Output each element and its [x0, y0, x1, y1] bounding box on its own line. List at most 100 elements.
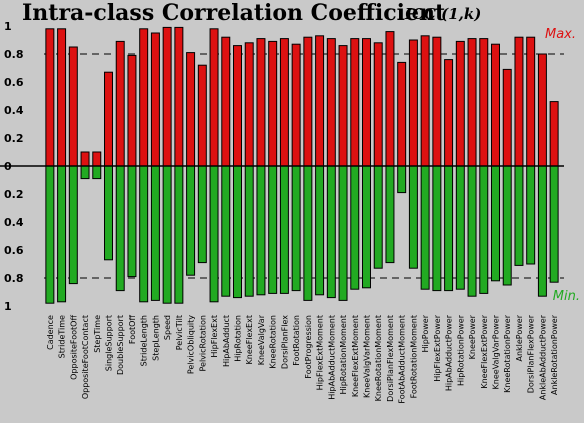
bar-min-25 — [338, 165, 348, 301]
xlabel-5: SingleSupport — [105, 315, 114, 371]
bar-min-0 — [45, 165, 55, 304]
xlabel-43: AnkleRotationPower — [550, 314, 559, 395]
bar-min-3 — [80, 165, 90, 180]
bar-min-8 — [139, 165, 149, 303]
bar-min-12 — [186, 165, 196, 276]
ytick-top-5: 0 — [4, 160, 12, 173]
bar-min-26 — [350, 165, 360, 290]
xlabel-10: Speed — [163, 315, 172, 340]
bar-max-35 — [455, 40, 465, 167]
bar-max-1 — [57, 28, 67, 167]
xlabel-8: StrideLength — [140, 315, 149, 366]
ytick-top-2: 0.6 — [4, 76, 24, 89]
bar-max-43 — [549, 101, 559, 167]
xlabel-29: DorsiPlanFlexMoment — [386, 315, 395, 402]
bar-min-14 — [209, 165, 219, 303]
bar-max-39 — [502, 68, 512, 167]
bar-max-37 — [479, 38, 489, 167]
bar-min-2 — [68, 165, 78, 285]
bar-min-15 — [221, 165, 231, 297]
x-axis-labels: Cadence StrideTime OppositeFootOff Opposite… — [46, 314, 559, 403]
ytick-bottom-4: 1 — [4, 300, 12, 313]
xlabel-24: HipAbAdductMoment — [327, 315, 336, 400]
bar-max-38 — [491, 43, 500, 167]
xlabel-36: KneePower — [468, 314, 477, 359]
bar-max-6 — [115, 40, 125, 167]
xlabel-0: Cadence — [46, 315, 55, 350]
bar-min-37 — [479, 165, 489, 294]
xlabel-4: StepTime — [93, 315, 102, 353]
y-axis-ticks: 1 0.8 0.6 0.4 0.2 0 0.2 0.4 0.6 0.8 1 — [4, 20, 24, 313]
bar-min-36 — [467, 165, 477, 297]
bar-min-11 — [174, 165, 184, 304]
xlabel-14: HipFlexExt — [210, 315, 219, 358]
bar-min-22 — [303, 165, 313, 301]
bar-min-1 — [57, 165, 67, 303]
bar-min-7 — [127, 165, 137, 278]
bar-max-25 — [338, 45, 348, 167]
bar-max-11 — [174, 26, 184, 167]
xlabel-2: OppositeFootOff — [69, 315, 78, 380]
xlabel-28: KneeRotationMoment — [374, 315, 383, 401]
bar-min-17 — [244, 165, 254, 297]
max-series-bars — [45, 26, 559, 167]
bar-min-39 — [502, 165, 512, 286]
bar-max-24 — [326, 38, 336, 167]
bar-min-43 — [549, 165, 559, 283]
xlabel-42: AnkleAbAdductPower — [538, 314, 547, 400]
bar-max-8 — [139, 28, 149, 167]
bar-min-28 — [373, 165, 383, 269]
xlabel-11: PelvicTilt — [175, 315, 184, 350]
xlabel-35: HipRotationPower — [456, 314, 465, 386]
xlabel-13: PelvicRotation — [198, 315, 207, 372]
bar-max-0 — [45, 28, 55, 167]
bar-max-23 — [315, 35, 325, 167]
bar-min-5 — [104, 165, 113, 261]
bar-min-30 — [397, 165, 407, 194]
bar-max-40 — [514, 36, 524, 167]
xlabel-31: FootRotationMoment — [409, 315, 418, 398]
xlabel-21: FootRotation — [292, 315, 301, 366]
bar-min-19 — [268, 165, 278, 294]
bar-min-21 — [291, 165, 301, 292]
reference-lines — [44, 53, 564, 279]
bar-min-4 — [92, 165, 102, 180]
ytick-bottom-0: 0.2 — [4, 188, 24, 201]
xlabel-40: AnklePower — [515, 314, 524, 361]
bar-min-20 — [279, 165, 289, 294]
min-series-bars — [45, 165, 559, 304]
bar-min-18 — [256, 165, 266, 296]
ytick-top-4: 0.2 — [4, 132, 24, 145]
bar-max-12 — [186, 52, 196, 167]
bar-max-4 — [92, 151, 102, 167]
xlabel-38: KneeValgVarPower — [492, 314, 501, 389]
bar-max-36 — [467, 38, 477, 167]
chart-subtitle: ICC (1,k) — [404, 5, 481, 23]
ytick-bottom-1: 0.4 — [4, 216, 24, 229]
legend-max: Max. — [545, 27, 576, 42]
ytick-top-1: 0.8 — [4, 48, 24, 61]
bar-min-23 — [315, 165, 325, 296]
bar-max-20 — [279, 38, 289, 167]
xlabel-15: HipAbAdduct — [222, 315, 231, 367]
ytick-bottom-2: 0.6 — [4, 244, 24, 257]
legend-min: Min. — [553, 289, 580, 304]
xlabel-22: FootProgression — [304, 315, 313, 379]
bar-max-29 — [385, 31, 395, 167]
bar-max-21 — [291, 43, 301, 167]
bar-max-13 — [197, 64, 207, 167]
bar-max-16 — [233, 45, 242, 167]
bar-max-26 — [350, 38, 360, 167]
xlabel-37: KneeFlexExtPower — [480, 314, 489, 388]
bar-max-33 — [432, 36, 442, 167]
bar-min-16 — [233, 165, 242, 299]
xlabel-39: KneeRotationPower — [503, 314, 512, 393]
xlabel-16: HipRotation — [234, 315, 243, 362]
bar-min-34 — [444, 165, 454, 292]
bar-max-9 — [150, 32, 160, 167]
bar-min-9 — [150, 165, 160, 301]
bar-max-27 — [362, 38, 371, 167]
bar-min-38 — [491, 165, 500, 282]
xlabel-33: HipFlexExtPower — [433, 314, 442, 381]
